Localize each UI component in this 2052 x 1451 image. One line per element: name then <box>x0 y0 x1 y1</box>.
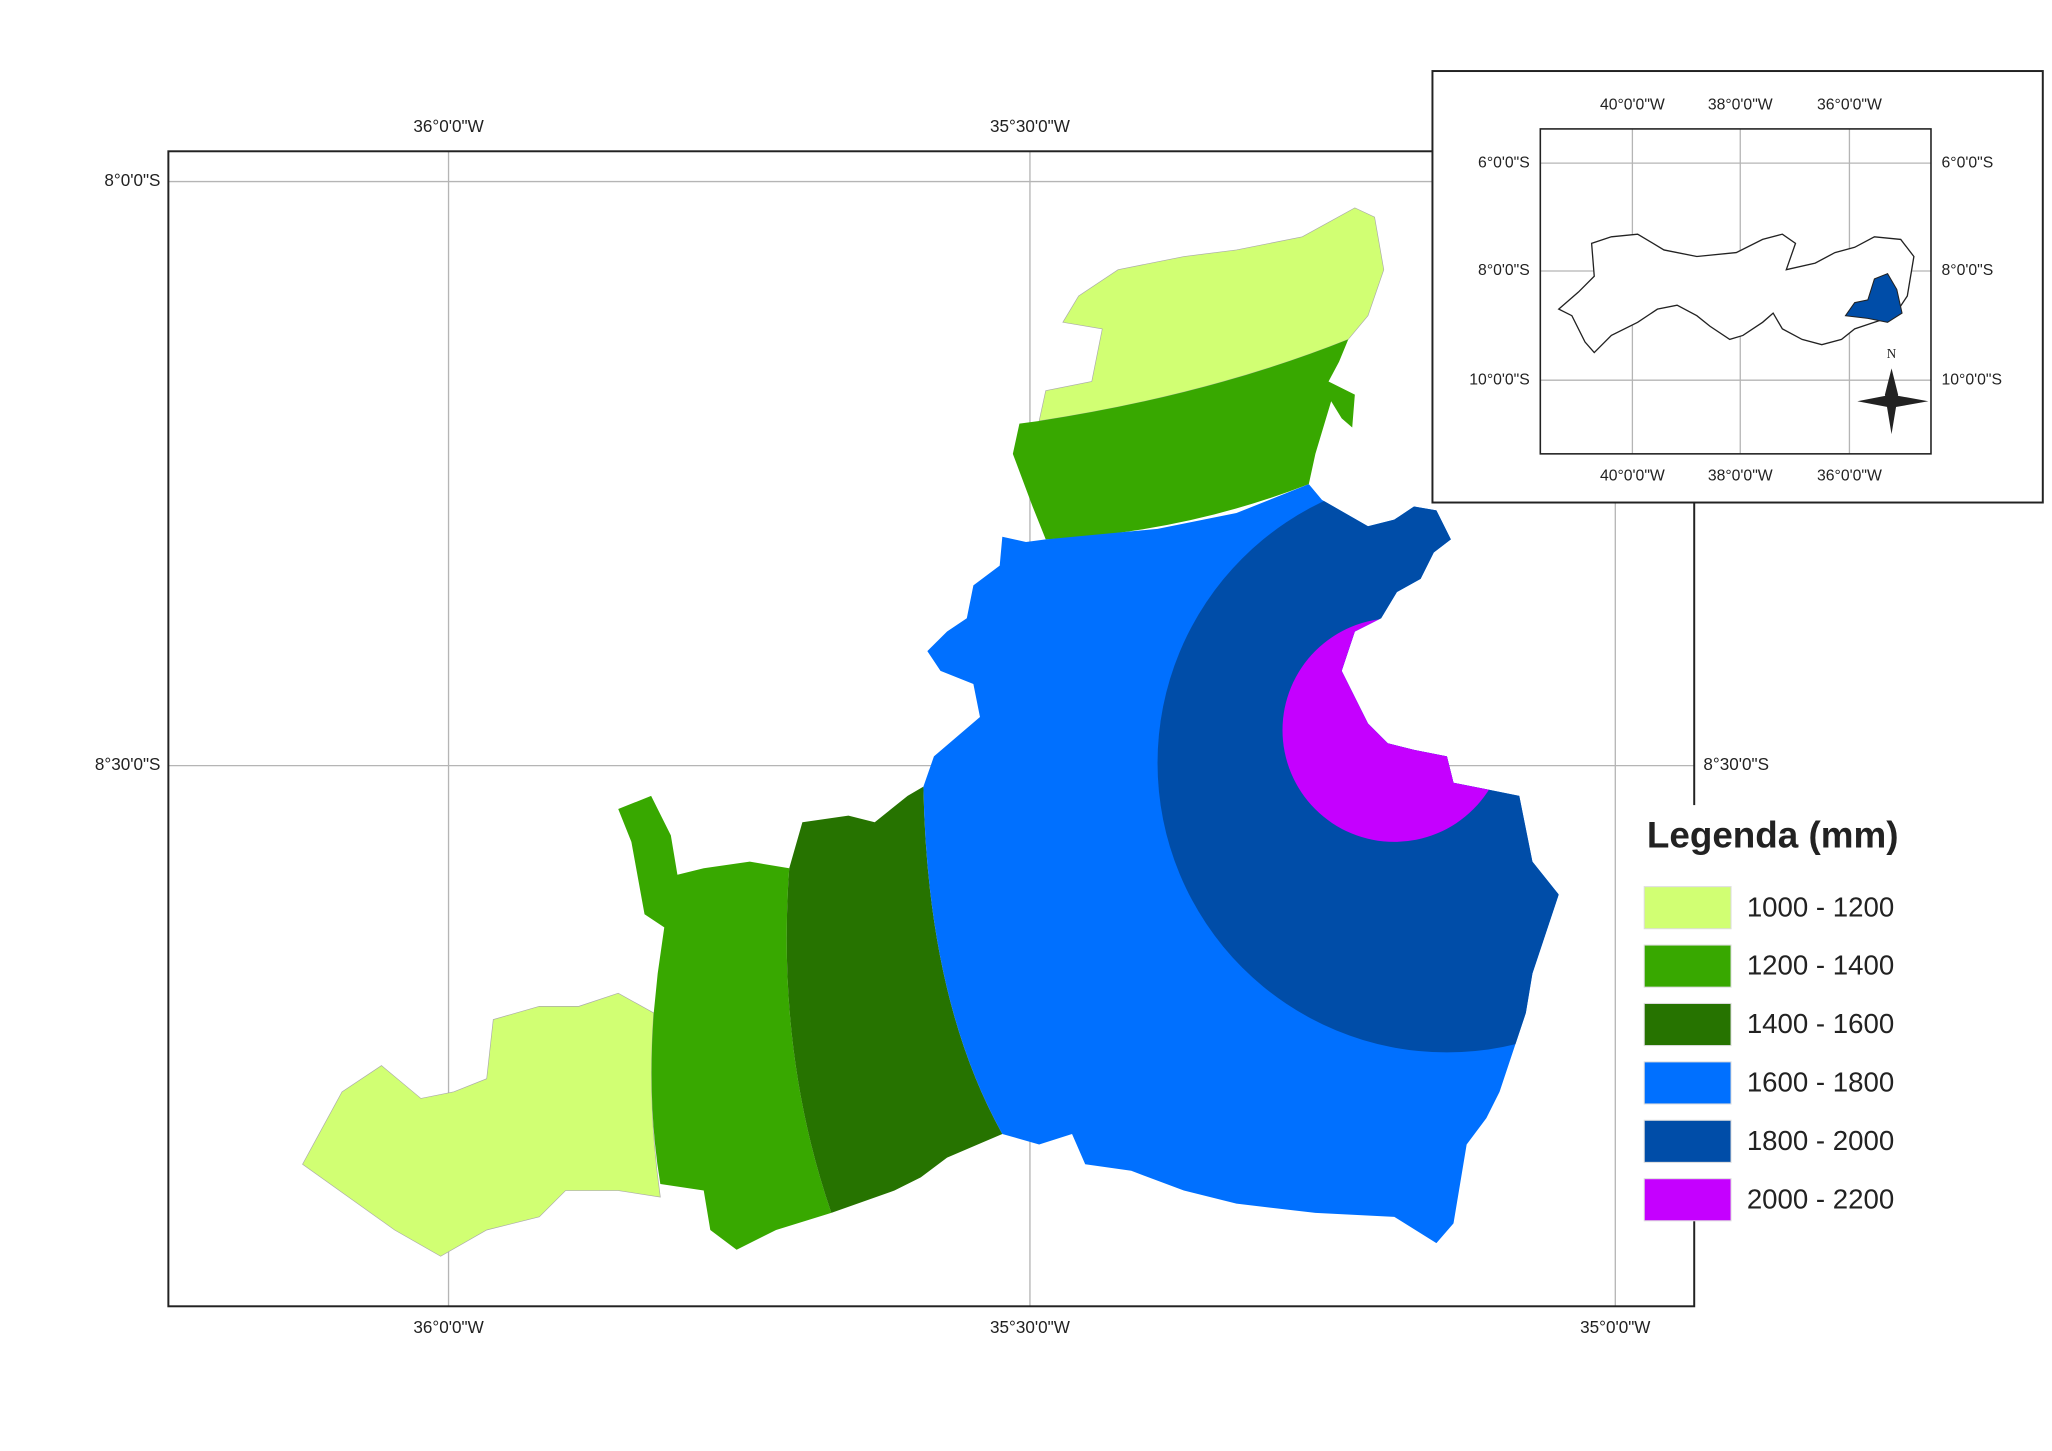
lon-label: 35°30'0"W <box>990 1318 1071 1337</box>
inset-lon-label: 38°0'0"W <box>1708 96 1773 113</box>
inset-lon-label: 36°0'0"W <box>1817 96 1882 113</box>
legend-swatch <box>1643 1119 1732 1163</box>
legend-swatch <box>1643 886 1732 930</box>
inset-inner-frame <box>1539 128 1932 455</box>
inset-map: N 40°0'0"W 38°0'0"W 36°0'0"W 40°0'0"W 38… <box>1431 70 2044 504</box>
legend-swatch <box>1643 1002 1732 1047</box>
rainfall-zones <box>302 207 1559 1257</box>
inset-lon-label: 38°0'0"W <box>1708 467 1773 484</box>
inset-lon-label: 40°0'0"W <box>1600 467 1665 484</box>
north-label: N <box>1887 346 1897 361</box>
legend-title: Legenda (mm) <box>1647 815 1899 856</box>
zone-1000-1200 <box>302 992 661 1257</box>
legend-label: 1400 - 1600 <box>1747 1008 1894 1039</box>
inset-lat-label: 8°0'0"S <box>1942 262 1994 279</box>
zone-1400-1600 <box>786 786 1003 1213</box>
legend-label: 1800 - 2000 <box>1747 1125 1894 1156</box>
inset-lon-label: 36°0'0"W <box>1817 467 1882 484</box>
inset-lat-label: 6°0'0"S <box>1478 154 1530 171</box>
inset-lon-label: 40°0'0"W <box>1600 96 1665 113</box>
legend-label: 1200 - 1400 <box>1747 950 1894 981</box>
legend-swatch <box>1643 1061 1732 1105</box>
lat-label: 8°0'0"S <box>104 171 160 190</box>
legend-label: 1000 - 1200 <box>1747 891 1894 922</box>
legend-swatch <box>1643 944 1732 988</box>
north-arrow <box>1857 368 1929 435</box>
lon-label: 36°0'0"W <box>413 117 484 136</box>
legend-label: 1600 - 1800 <box>1747 1067 1894 1098</box>
lon-label: 35°30'0"W <box>990 117 1071 136</box>
inset-lat-label: 10°0'0"S <box>1469 371 1529 388</box>
legend-label: 2000 - 2200 <box>1747 1183 1894 1214</box>
study-area <box>1844 272 1903 323</box>
inset-lat-label: 6°0'0"S <box>1942 154 1994 171</box>
legend: 1000 - 1200 1200 - 1400 1400 - 1600 1600 - … <box>1643 886 1894 1222</box>
lon-label: 36°0'0"W <box>413 1318 484 1337</box>
lat-label: 8°30'0"S <box>95 755 161 774</box>
legend-swatch <box>1643 1178 1732 1222</box>
zone-1200-1400 <box>618 795 832 1250</box>
map-frame <box>167 150 1696 1308</box>
lat-label: 8°30'0"S <box>1703 755 1769 774</box>
inset-lat-label: 10°0'0"S <box>1942 371 2002 388</box>
zone-1200-1400 <box>1012 339 1355 540</box>
lon-label: 35°0'0"W <box>1580 1318 1651 1337</box>
inset-lat-label: 8°0'0"S <box>1478 262 1530 279</box>
